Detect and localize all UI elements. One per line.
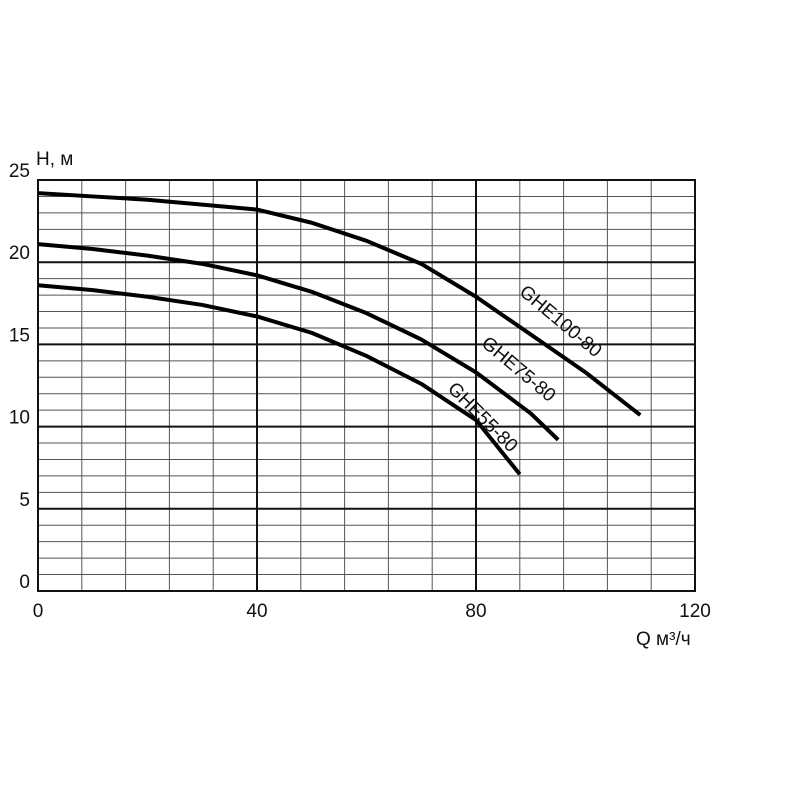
curve-label: GHE55-80 — [443, 378, 521, 456]
curve — [37, 191, 642, 417]
x-tick-label: 40 — [246, 601, 267, 622]
x-tick-label: 0 — [33, 601, 44, 622]
y-tick-label: 10 — [9, 408, 30, 429]
y-tick-label: 25 — [9, 161, 30, 182]
y-axis-label: H, м — [36, 149, 73, 170]
x-tick-label: 120 — [679, 601, 711, 622]
y-tick-label: 0 — [19, 572, 30, 593]
plot-border — [37, 179, 696, 592]
x-tick-label: 80 — [465, 601, 486, 622]
curve-label: GHE100-80 — [515, 281, 605, 362]
y-tick-label: 20 — [9, 243, 30, 264]
y-tick-label: 5 — [19, 490, 30, 511]
x-axis-label: Q м³/ч — [636, 629, 691, 650]
curve — [37, 242, 560, 442]
y-tick-label: 15 — [9, 325, 30, 346]
curve — [37, 283, 522, 476]
